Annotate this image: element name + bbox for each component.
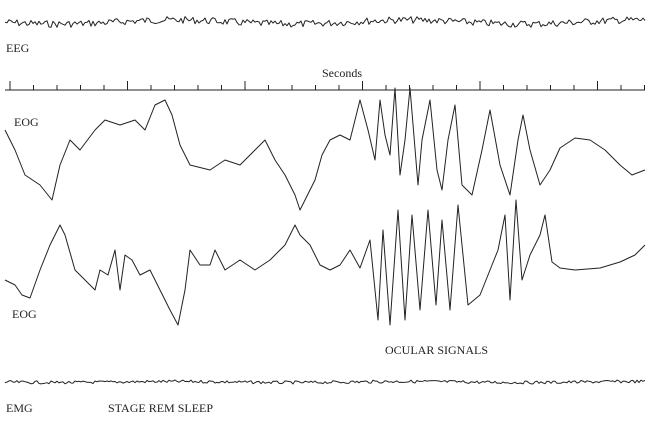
stage-label: STAGE REM SLEEP (108, 401, 213, 415)
emg-trace (4, 379, 646, 385)
time-ticks (9, 81, 645, 90)
emg-label: EMG (6, 401, 33, 415)
seconds-label: Seconds (322, 66, 362, 80)
eog-bottom-trace (4, 199, 646, 326)
eog-bottom-label: EOG (12, 307, 37, 321)
eog-top-trace (4, 87, 646, 211)
eog-top-label: EOG (14, 115, 39, 129)
eeg-trace (4, 16, 646, 28)
ocular-label: OCULAR SIGNALS (385, 343, 488, 357)
eeg-label: EEG (6, 41, 30, 55)
